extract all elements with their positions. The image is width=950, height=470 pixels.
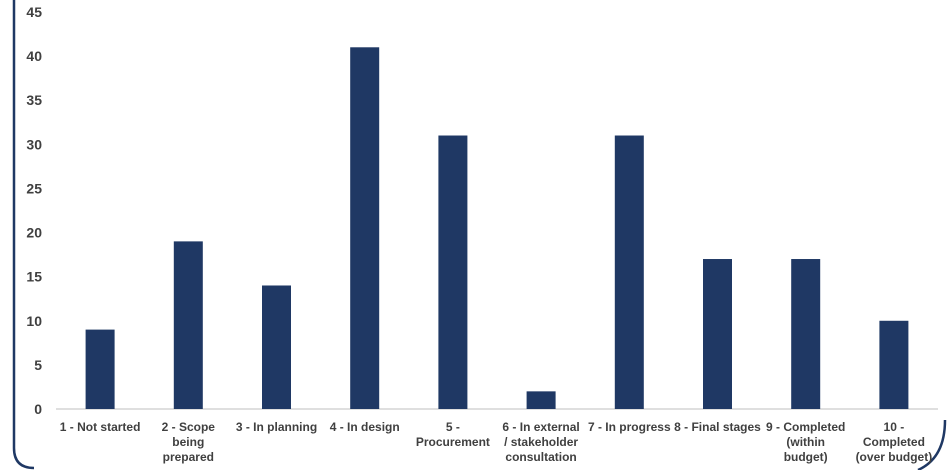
- y-tick-label: 15: [26, 269, 42, 285]
- x-category-label: 3 - In planning: [236, 420, 317, 434]
- bars: [85, 47, 909, 410]
- chart-frame: [12, 0, 35, 470]
- x-category-label: 8 - Final stages: [674, 420, 761, 434]
- y-tick-label: 0: [34, 401, 42, 417]
- chart-frame-corner: [917, 419, 947, 470]
- y-tick-label: 40: [26, 48, 42, 64]
- x-category-label: 5 -Procurement: [416, 420, 490, 449]
- y-tick-label: 35: [26, 92, 42, 108]
- y-axis-ticks: 0 5 10 15 20 25 30 35 40 45: [26, 4, 42, 417]
- x-axis-labels: 1 - Not started 2 - Scope being prepared 3 -…: [60, 420, 932, 464]
- x-category-label: 9 - Completed (within budget): [766, 420, 845, 464]
- x-category-label: 6 - In external / stakeholder consultation: [502, 420, 579, 464]
- x-category-label: 2 - Scope being prepared: [162, 420, 216, 464]
- x-category-label: 7 - In progress: [588, 420, 671, 434]
- bar: [526, 391, 556, 409]
- bar: [614, 135, 644, 409]
- y-tick-label: 45: [26, 4, 42, 20]
- bar: [350, 47, 380, 410]
- bar: [173, 241, 203, 409]
- x-category-label: 1 - Not started: [60, 420, 141, 434]
- x-category-label: 10 -Completed (over budget): [856, 420, 933, 464]
- bar: [85, 329, 115, 409]
- y-tick-label: 5: [34, 357, 42, 373]
- y-tick-label: 30: [26, 136, 42, 152]
- bar: [438, 135, 468, 409]
- y-tick-label: 25: [26, 180, 42, 196]
- y-tick-label: 20: [26, 225, 42, 241]
- bar: [703, 259, 732, 409]
- bar: [791, 259, 821, 409]
- bar: [879, 320, 909, 409]
- x-category-label: 4 - In design: [330, 420, 400, 434]
- bar: [262, 285, 291, 409]
- y-tick-label: 10: [26, 313, 42, 329]
